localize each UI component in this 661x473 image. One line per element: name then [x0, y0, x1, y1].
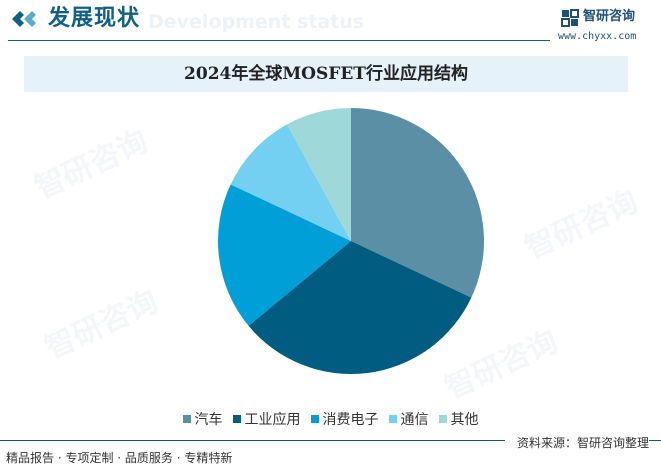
legend-label: 工业应用	[244, 412, 301, 428]
header: Development status 发展现状 智研咨询 www.chyxx.c…	[0, 0, 661, 44]
pie-chart	[218, 108, 484, 375]
legend-item: 其他	[438, 409, 479, 429]
page-title: 发展现状	[48, 6, 141, 31]
header-divider	[8, 40, 550, 41]
legend-label: 通信	[400, 412, 429, 428]
chart-title: 2024年全球MOSFET行业应用结构	[184, 64, 468, 84]
legend-label: 其他	[450, 412, 479, 428]
pie-slice-5	[286, 108, 351, 241]
watermark: 智研咨询	[29, 123, 154, 207]
legend-item: 工业应用	[232, 409, 301, 429]
legend-item: 消费电子	[310, 409, 379, 429]
footer-source: 资料来源：智研咨询整理	[504, 435, 649, 451]
header-ghost-subtitle: Development status	[148, 11, 365, 33]
legend-label: 汽车	[194, 412, 223, 428]
legend-item: 通信	[388, 409, 429, 429]
legend-label: 消费电子	[322, 412, 379, 428]
watermark: 智研咨询	[39, 283, 164, 367]
pie-slice-1	[351, 108, 484, 298]
legend-swatch	[438, 415, 447, 423]
watermark: 智研咨询	[519, 183, 644, 267]
brand-name: 智研咨询	[583, 9, 636, 24]
chart-legend: 汽车 工业应用 消费电子 通信 其他	[0, 408, 661, 430]
pie-slice-3	[218, 184, 351, 326]
brand-logo-icon	[561, 9, 579, 27]
pie-slice-4	[230, 124, 351, 241]
legend-swatch	[182, 415, 191, 423]
legend-swatch	[232, 415, 241, 423]
double-chevron-icon	[12, 11, 36, 27]
chart-title-band: 2024年全球MOSFET行业应用结构	[24, 56, 628, 92]
footer-tagline: 精品报告 · 专项定制 · 品质服务 · 专精特新	[6, 451, 233, 465]
footer-divider	[0, 440, 661, 441]
legend-item: 汽车	[182, 409, 223, 429]
pie-slice-2	[248, 241, 472, 375]
brand-url: www.chyxx.com	[558, 31, 637, 42]
legend-swatch	[388, 415, 397, 423]
legend-swatch	[310, 415, 319, 423]
